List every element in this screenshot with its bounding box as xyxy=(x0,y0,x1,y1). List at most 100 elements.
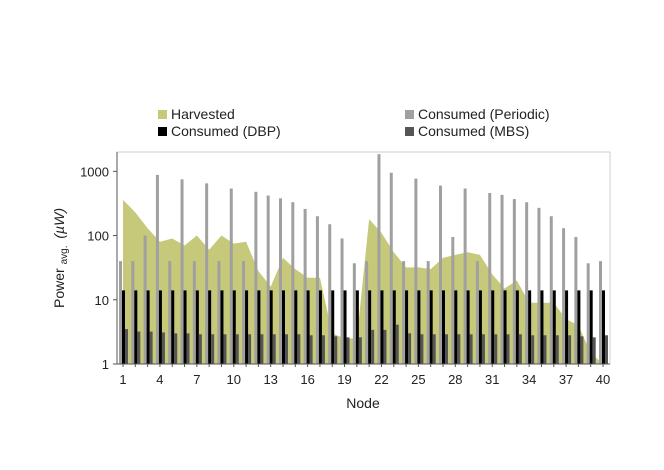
bar-periodic-node-10 xyxy=(229,188,233,364)
bar-periodic-node-12 xyxy=(254,191,258,364)
bar-mbs-node-10 xyxy=(235,334,239,364)
x-tick-label-25: 25 xyxy=(411,372,425,387)
bar-periodic-node-38 xyxy=(574,236,578,364)
bar-mbs-node-27 xyxy=(445,334,448,364)
x-tick-label-37: 37 xyxy=(559,372,573,387)
bar-periodic-node-32 xyxy=(500,194,504,364)
bar-dbp-node-8 xyxy=(208,290,212,364)
bar-dbp-node-33 xyxy=(515,290,519,364)
bar-dbp-node-13 xyxy=(269,290,273,364)
bar-dbp-node-20 xyxy=(355,290,359,364)
x-tick-label-22: 22 xyxy=(374,372,388,387)
bar-periodic-node-20 xyxy=(352,263,356,364)
bar-dbp-node-39 xyxy=(589,290,593,364)
bar-mbs-node-17 xyxy=(321,335,325,364)
legend-item-consumed-periodic: Consumed (Periodic) xyxy=(405,106,550,122)
bar-dbp-node-12 xyxy=(257,290,261,364)
bar-periodic-node-4 xyxy=(155,174,159,364)
bar-periodic-node-11 xyxy=(242,261,246,364)
bar-periodic-node-29 xyxy=(463,188,467,364)
bar-dbp-node-27 xyxy=(442,290,445,364)
bar-mbs-node-4 xyxy=(161,332,165,364)
x-tick-label-34: 34 xyxy=(522,372,536,387)
bar-periodic-node-16 xyxy=(303,208,307,364)
bar-mbs-node-13 xyxy=(272,334,276,364)
bar-mbs-node-21 xyxy=(371,329,375,364)
bar-mbs-node-25 xyxy=(420,334,424,364)
bar-dbp-node-15 xyxy=(294,290,298,364)
bar-dbp-node-5 xyxy=(171,290,175,364)
bar-mbs-node-14 xyxy=(285,334,288,364)
bar-periodic-node-13 xyxy=(266,195,270,364)
bar-dbp-node-2 xyxy=(134,290,138,364)
bar-mbs-node-39 xyxy=(592,337,596,364)
bar-dbp-node-22 xyxy=(380,290,384,364)
bar-mbs-node-1 xyxy=(125,329,128,364)
bar-periodic-node-2 xyxy=(131,261,135,364)
bar-mbs-node-23 xyxy=(395,324,399,364)
bar-dbp-node-37 xyxy=(565,290,569,364)
bar-mbs-node-40 xyxy=(605,335,608,364)
bar-mbs-node-26 xyxy=(432,334,436,364)
legend-item-consumed-dbp: Consumed (DBP) xyxy=(158,123,281,139)
bar-mbs-node-32 xyxy=(506,334,510,364)
bar-dbp-node-6 xyxy=(183,290,187,364)
x-tick-label-31: 31 xyxy=(485,372,499,387)
x-tick-label-28: 28 xyxy=(448,372,462,387)
bar-dbp-node-1 xyxy=(122,290,125,364)
bar-periodic-node-22 xyxy=(377,154,381,364)
bar-mbs-node-8 xyxy=(211,334,215,364)
bar-periodic-node-8 xyxy=(205,183,209,364)
bar-periodic-node-36 xyxy=(549,216,553,364)
bar-dbp-node-29 xyxy=(466,290,470,364)
legend-label-consumed-periodic: Consumed (Periodic) xyxy=(418,106,550,122)
bar-mbs-node-6 xyxy=(186,333,190,364)
bar-mbs-node-37 xyxy=(568,335,572,364)
bar-dbp-node-14 xyxy=(282,290,285,364)
bar-periodic-node-1 xyxy=(119,261,122,364)
x-axis-title: Node xyxy=(346,395,380,411)
bar-mbs-node-33 xyxy=(518,334,522,364)
bar-dbp-node-18 xyxy=(331,290,335,364)
bar-mbs-node-18 xyxy=(334,336,338,364)
x-tick-label-7: 7 xyxy=(193,372,200,387)
legend-swatch-harvested xyxy=(158,110,167,119)
y-axis-title-sub: avg. xyxy=(59,246,70,265)
bar-dbp-node-19 xyxy=(343,290,347,364)
bar-dbp-node-7 xyxy=(195,290,199,364)
bar-periodic-node-19 xyxy=(340,238,344,364)
bar-mbs-node-34 xyxy=(531,335,535,364)
bar-dbp-node-10 xyxy=(232,290,236,364)
legend-swatch-consumed-dbp xyxy=(158,127,167,136)
legend-swatch-consumed-mbs xyxy=(405,127,414,136)
bar-mbs-node-20 xyxy=(358,337,362,364)
legend-label-consumed-dbp: Consumed (DBP) xyxy=(171,123,281,139)
bar-dbp-node-24 xyxy=(405,290,409,364)
bar-mbs-node-2 xyxy=(137,331,141,364)
bar-mbs-node-38 xyxy=(580,336,584,364)
bar-periodic-node-35 xyxy=(537,207,541,364)
bar-dbp-node-11 xyxy=(245,290,249,364)
bar-periodic-node-30 xyxy=(475,261,479,364)
legend-label-harvested: Harvested xyxy=(171,106,235,122)
bar-periodic-node-3 xyxy=(143,235,147,364)
x-tick-label-13: 13 xyxy=(263,372,277,387)
bar-periodic-node-27 xyxy=(439,185,442,364)
x-tick-label-1: 1 xyxy=(119,372,126,387)
bar-periodic-node-18 xyxy=(328,224,332,364)
y-axis-title-unit: (µW) xyxy=(51,208,67,239)
bar-dbp-node-26 xyxy=(429,290,433,364)
bar-mbs-node-31 xyxy=(494,334,498,364)
bar-dbp-node-32 xyxy=(503,290,507,364)
bar-dbp-node-23 xyxy=(392,290,396,364)
bar-dbp-node-21 xyxy=(368,290,372,364)
x-tick-label-4: 4 xyxy=(156,372,163,387)
legend: Harvested Consumed (Periodic) Consumed (… xyxy=(158,106,550,139)
y-tick-label-1000: 1000 xyxy=(80,164,109,179)
bar-mbs-node-36 xyxy=(555,335,559,364)
bar-mbs-node-29 xyxy=(469,334,473,364)
legend-item-harvested: Harvested xyxy=(158,106,235,122)
bar-mbs-node-15 xyxy=(297,334,301,364)
bar-periodic-node-37 xyxy=(562,228,566,364)
bar-dbp-node-9 xyxy=(220,290,224,364)
